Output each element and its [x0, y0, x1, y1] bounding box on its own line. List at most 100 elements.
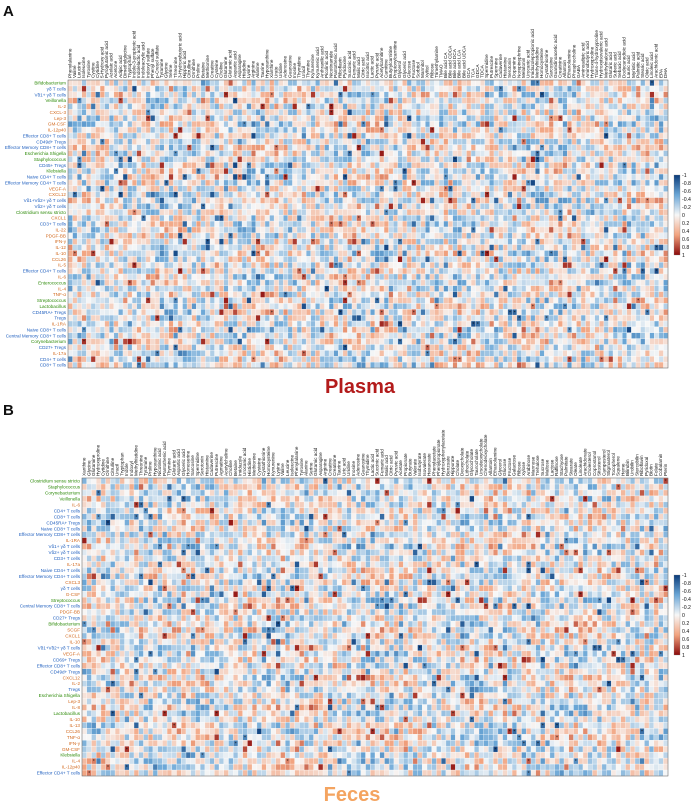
plasma-cell: [553, 197, 559, 204]
plasma-cell: [136, 256, 142, 263]
plasma-cell: [580, 250, 586, 257]
plasma-cell: [274, 221, 279, 227]
plasma-cell: [301, 132, 307, 139]
plasma-cell: [191, 268, 197, 275]
plasma-cell: [461, 268, 467, 275]
plasma-cell: [237, 121, 243, 128]
plasma-cell: [425, 103, 430, 110]
plasma-cell: [416, 285, 421, 292]
plasma-cell: [219, 91, 224, 98]
plasma-cell: [77, 185, 82, 192]
plasma-cell: [580, 97, 586, 104]
plasma-significance-mark: *: [330, 110, 332, 115]
plasma-cell: [324, 80, 330, 86]
plasma-cell: [461, 285, 467, 292]
plasma-cell: [297, 109, 302, 116]
plasma-cell: [324, 97, 330, 104]
plasma-cell: [100, 103, 105, 110]
plasma-cell: [466, 103, 472, 110]
plasma-cell: [420, 156, 426, 163]
plasma-cell: [287, 162, 293, 169]
plasma-cell: [516, 97, 522, 104]
plasma-cell: [599, 85, 604, 92]
plasma-cell: [301, 185, 307, 192]
plasma-cell: [658, 162, 664, 169]
plasma-cell: [493, 138, 499, 145]
plasma-cell: [223, 144, 229, 151]
plasma-cell: [452, 150, 458, 157]
plasma-cell: [571, 144, 577, 151]
plasma-cell: [237, 91, 243, 98]
plasma-cell: [264, 250, 270, 257]
plasma-cell: [159, 121, 165, 128]
plasma-cell: [457, 226, 462, 233]
plasma-cell: [191, 174, 197, 180]
plasma-cell: [658, 268, 664, 275]
plasma-cell: [503, 121, 508, 128]
plasma-cell: [562, 232, 568, 239]
plasma-cell: [438, 80, 444, 86]
plasma-cell: [663, 250, 669, 257]
plasma-cell: [264, 109, 270, 116]
plasma-cell: [489, 209, 495, 216]
plasma-cell: [622, 215, 627, 222]
plasma-cell: [319, 127, 325, 133]
plasma-cell: [571, 197, 577, 204]
plasma-cell: [393, 191, 398, 198]
plasma-cell: [576, 91, 582, 98]
plasma-cell: [654, 215, 659, 222]
plasma-cell: [576, 226, 582, 233]
plasma-cell: [177, 273, 183, 280]
plasma-cell: [457, 285, 462, 292]
plasma-cell: [324, 250, 330, 257]
plasma-cell: [457, 91, 462, 98]
plasma-cell: [182, 244, 188, 251]
plasma-cell: [411, 250, 417, 257]
plasma-cell: [480, 226, 485, 233]
plasma-cell: [507, 156, 513, 163]
plasma-cell: [251, 256, 256, 263]
plasma-cell: [132, 256, 137, 263]
plasma-cell: [136, 91, 142, 98]
plasma-cell: [461, 150, 467, 157]
plasma-cell: [77, 168, 82, 175]
plasma-cell: [209, 132, 215, 139]
plasma-cell: [379, 238, 385, 245]
plasma-cell: [301, 85, 307, 92]
plasma-cell: [622, 115, 627, 122]
plasma-cell: [448, 273, 453, 280]
plasma-cell: [626, 150, 632, 157]
plasma-cell: [434, 132, 440, 139]
plasma-cell: [498, 156, 504, 163]
plasma-significance-mark: *: [78, 98, 80, 103]
plasma-cell: [81, 262, 87, 269]
plasma-cell: [461, 203, 467, 210]
plasma-cell: [429, 262, 435, 269]
plasma-cell: [118, 97, 124, 104]
plasma-cell: [251, 279, 256, 286]
plasma-cell: [489, 262, 495, 269]
plasma-cell: [590, 150, 595, 157]
plasma-cell: [493, 103, 499, 110]
plasma-cell: [548, 132, 554, 139]
plasma-row-label: CXCL1: [51, 216, 66, 221]
plasma-cell: [269, 262, 275, 269]
plasma-cell: [347, 279, 353, 286]
plasma-cell: [512, 250, 517, 257]
plasma-cell: [237, 215, 243, 222]
plasma-cell: [342, 285, 348, 292]
plasma-cell: [168, 127, 174, 133]
plasma-cell: [411, 197, 417, 204]
plasma-cell: [338, 91, 343, 98]
plasma-cell: [384, 132, 389, 139]
plasma-cell: [113, 91, 119, 98]
plasma-cell: [333, 132, 339, 139]
plasma-cell: [315, 179, 320, 186]
plasma-cell: [658, 144, 664, 151]
plasma-cell: [438, 162, 444, 169]
plasma-significance-mark: *: [449, 198, 451, 203]
plasma-cell: [388, 109, 394, 116]
plasma-cell: [507, 232, 513, 239]
plasma-cell: [635, 232, 641, 239]
plasma-cell: [594, 232, 600, 239]
